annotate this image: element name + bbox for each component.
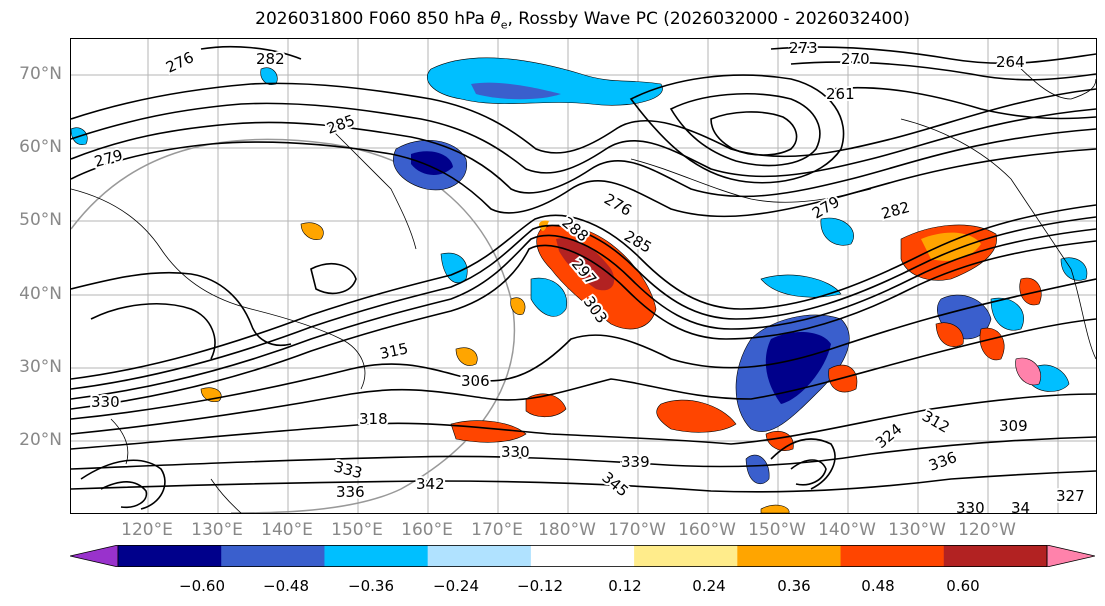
contour-label: 327 [1056,487,1085,505]
contour-label: 330 [91,393,120,411]
lat-label-70n: 70°N [19,64,62,84]
lon-label-180w: 180°W [538,520,596,540]
lon-label-170w: 170°W [608,520,666,540]
colorbar-extend-low [69,544,119,568]
negative-anomaly-patches [71,57,1088,484]
map-panel: 273 270 264 261 276 282 285 279 276 285 … [70,38,1097,514]
colorbar-tick: −0.24 [433,577,479,595]
contour-label: 333 [332,457,364,482]
contour-label: 261 [826,85,855,103]
colorbar-svg [69,544,1096,568]
contour-label: 306 [461,372,490,390]
contour-label: 342 [416,475,445,493]
map-title: 2026031800 F060 850 hPa θe, Rossby Wave … [255,9,910,32]
colorbar-tick: −0.12 [517,577,563,595]
contour-label: 270 [841,50,870,68]
lon-label-160e: 160°E [401,520,453,540]
contour-label: 336 [926,448,959,475]
colorbar-segment [840,545,945,567]
lon-label-160w: 160°W [678,520,736,540]
contour-label: 339 [621,453,650,471]
colorbar-segment [530,545,635,567]
lat-label-40n: 40°N [19,284,62,304]
contour-label: 34 [1011,499,1030,513]
contour-label: 264 [996,53,1025,71]
contour-label: 285 [324,111,357,138]
colorbar-extend-high [1046,544,1096,568]
lat-label-30n: 30°N [19,357,62,377]
colorbar-segment [324,545,429,567]
lon-label-140e: 140°E [261,520,313,540]
lat-label-50n: 50°N [19,210,62,230]
colorbar-segment [943,545,1048,567]
map-canvas: 273 270 264 261 276 282 285 279 276 285 … [71,39,1096,513]
colorbar-tick: 0.12 [608,577,642,595]
colorbar-segment [221,545,325,567]
lon-label-130w: 130°W [888,520,946,540]
contour-label: 312 [919,407,953,437]
colorbar-outline [117,545,1048,567]
colorbar-tick: 0.24 [692,577,726,595]
contour-label: 309 [999,417,1028,435]
lon-label-140w: 140°W [818,520,876,540]
colorbar-tick: −0.48 [263,577,309,595]
lat-label-20n: 20°N [19,430,62,450]
colorbar-tick: −0.36 [348,577,394,595]
colorbar-tick: 0.60 [946,577,980,595]
colorbar-tick: 0.36 [777,577,811,595]
theta-e-contours [71,45,1096,510]
colorbar-segment [737,545,842,567]
contour-label: 282 [256,50,285,68]
lon-label-150e: 150°E [331,520,383,540]
colorbar-segment [634,545,738,567]
contour-label: 330 [956,499,985,513]
contour-label: 330 [501,443,530,461]
coastlines [71,58,1096,513]
lon-label-170e: 170°E [471,520,523,540]
contour-label: 273 [789,39,818,57]
lat-label-60n: 60°N [19,137,62,157]
contour-label: 315 [378,339,410,363]
lon-label-120e: 120°E [121,520,173,540]
colorbar [69,544,1096,568]
lon-label-130e: 130°E [191,520,243,540]
colorbar-tick: −0.60 [179,577,225,595]
contour-label: 345 [598,468,632,500]
contour-label: 336 [336,483,365,501]
contour-label: 324 [872,420,906,452]
contour-label: 282 [879,198,911,223]
contour-label: 318 [359,410,388,428]
contour-label: 276 [163,48,197,76]
lon-label-120w: 120°W [958,520,1016,540]
colorbar-tick: 0.48 [861,577,895,595]
contour-label: 276 [601,190,635,220]
colorbar-segment [427,545,532,567]
colorbar-segment [118,545,222,567]
lon-label-150w: 150°W [748,520,806,540]
